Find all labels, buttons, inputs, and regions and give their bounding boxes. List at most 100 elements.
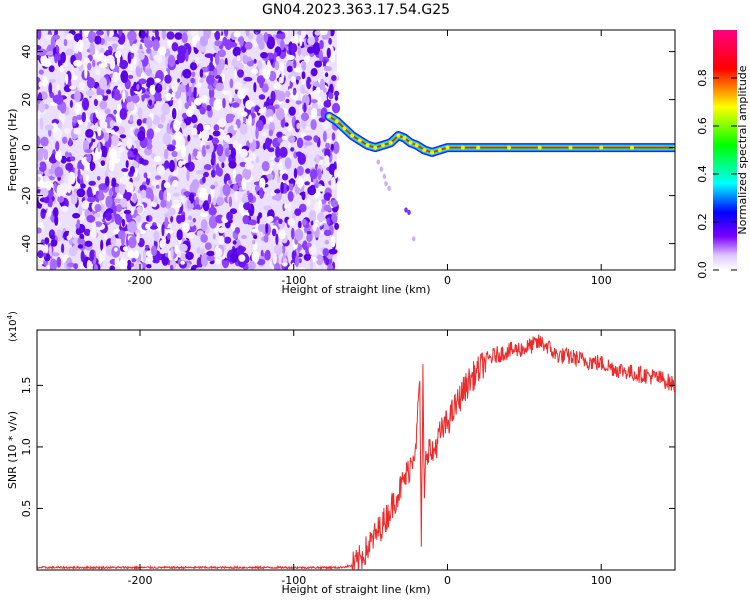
noise-blob [48, 245, 53, 258]
ridge-point [445, 145, 450, 150]
noise-blob [95, 190, 100, 203]
noise-blob [232, 183, 239, 192]
y-tick-label: -20 [20, 187, 33, 205]
noise-blob [301, 61, 307, 71]
noise-blob [303, 55, 310, 63]
noise-blob [66, 235, 71, 241]
noise-blob [202, 176, 206, 184]
noise-blob [46, 51, 54, 56]
noise-blob [121, 175, 129, 185]
noise-blob [171, 150, 178, 158]
noise-blob [287, 202, 292, 212]
noise-blob [105, 212, 112, 221]
noise-blob [286, 185, 290, 192]
noise-blob [135, 215, 142, 223]
noise-blob [274, 262, 281, 270]
ridge-point [507, 145, 511, 150]
heatmap-frame [36, 29, 676, 271]
noise-blob [50, 239, 58, 247]
noise-blob [48, 168, 53, 175]
noise-blob [210, 184, 216, 190]
noise-blob [296, 165, 304, 176]
noise-blob [290, 227, 295, 240]
noise-blob [318, 185, 326, 192]
noise-blob [294, 255, 300, 268]
noise-blob [63, 39, 68, 47]
noise-blob [130, 262, 134, 267]
noise-blob [278, 218, 283, 224]
noise-blob [118, 183, 126, 195]
noise-blob [73, 59, 82, 67]
noise-blob [190, 77, 195, 84]
noise-blob [126, 259, 132, 270]
noise-blob [48, 82, 53, 95]
noise-blob [86, 186, 93, 199]
noise-blob [49, 258, 58, 270]
noise-blob [164, 216, 169, 228]
noise-blob [138, 60, 143, 69]
noise-blob [258, 94, 266, 100]
noise-blob [235, 173, 243, 184]
noise-blob [161, 102, 170, 115]
ridge-point [408, 140, 413, 145]
noise-blob [89, 249, 95, 262]
noise-blob [91, 221, 97, 232]
noise-blob [126, 101, 135, 112]
noise-blob [290, 147, 295, 152]
noise-blob [73, 127, 82, 135]
noise-blob [37, 227, 42, 234]
snr-panel: -200 -100 0 100 0.5 1.0 1.5 Height of straight… [6, 311, 676, 596]
noise-blob [109, 265, 115, 270]
noise-blob [159, 239, 165, 249]
noise-blob [104, 108, 111, 115]
noise-blob [69, 99, 73, 108]
noise-blob [57, 195, 65, 203]
noise-blob [116, 150, 121, 160]
y-tick-label: 1.0 [20, 438, 33, 456]
noise-blob [109, 119, 115, 129]
noise-blob [142, 250, 147, 263]
noise-blob [121, 168, 129, 172]
noise-blob [76, 219, 81, 229]
noise-blob [93, 213, 101, 218]
noise-blob [100, 160, 106, 167]
noise-blob [326, 47, 331, 59]
noise-blob [323, 192, 332, 201]
noise-blob [332, 141, 340, 154]
noise-blob [119, 198, 128, 208]
noise-blob [150, 201, 157, 207]
noise-blob [187, 200, 191, 206]
noise-blob [77, 237, 82, 245]
noise-blob [320, 199, 327, 205]
ridge-point [476, 145, 481, 150]
noise-blob [38, 161, 47, 172]
noise-blob [222, 183, 231, 196]
noise-blob [272, 216, 280, 221]
noise-blob [88, 30, 95, 44]
y-tick-label: 0.5 [20, 500, 33, 518]
noise-blob [323, 65, 332, 72]
noise-blob [53, 34, 60, 40]
noise-blob [163, 181, 171, 189]
noise-blob [128, 236, 137, 249]
y-tick-label: 0 [20, 144, 33, 151]
noise-blob [170, 264, 174, 270]
noise-blob [164, 229, 174, 234]
noise-blob [278, 76, 284, 84]
x-tick-label: -100 [281, 274, 306, 287]
noise-blob [166, 144, 176, 152]
noise-blob [239, 123, 248, 135]
noise-blob [83, 228, 91, 236]
noise-blob [134, 261, 143, 270]
noise-blob [314, 35, 319, 43]
ridge-point [388, 140, 393, 145]
spur-point [376, 159, 381, 165]
noise-blob [313, 81, 320, 87]
noise-blob [77, 39, 84, 53]
noise-blob [299, 203, 307, 213]
noise-blob [96, 94, 103, 102]
noise-blob [231, 102, 240, 108]
noise-blob [263, 205, 272, 211]
noise-blob [319, 30, 328, 36]
ridge-point [414, 143, 419, 148]
